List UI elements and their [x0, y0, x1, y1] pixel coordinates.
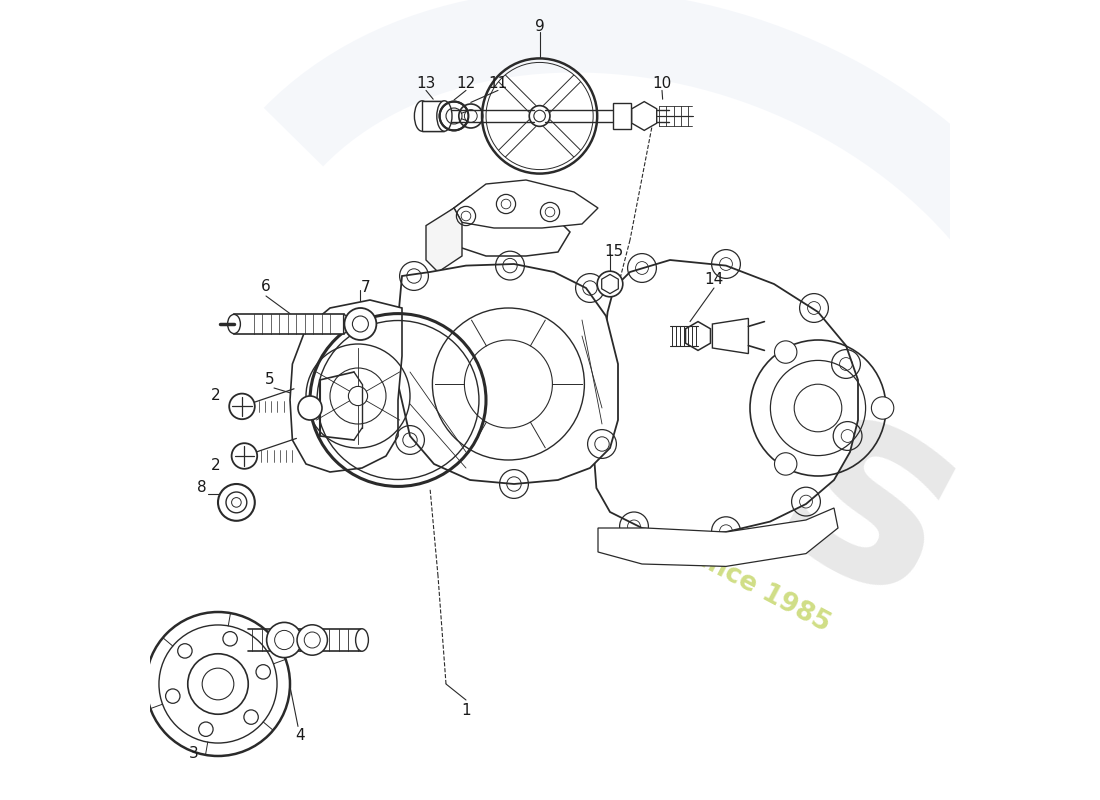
Circle shape [244, 710, 258, 724]
Text: 6: 6 [261, 279, 271, 294]
Circle shape [597, 271, 623, 297]
Circle shape [160, 625, 277, 743]
Text: 8: 8 [197, 481, 207, 495]
Text: 1: 1 [461, 703, 471, 718]
Circle shape [226, 492, 246, 513]
Text: 2: 2 [211, 458, 220, 473]
Circle shape [223, 631, 238, 646]
Text: 12: 12 [456, 77, 475, 91]
Polygon shape [685, 322, 711, 350]
Circle shape [256, 665, 271, 679]
Text: es: es [576, 267, 1004, 661]
Text: 14: 14 [704, 273, 724, 287]
Text: 3: 3 [189, 746, 199, 761]
Circle shape [298, 396, 322, 420]
Text: 10: 10 [652, 77, 672, 91]
Text: since 1985: since 1985 [681, 539, 835, 637]
Circle shape [166, 689, 180, 703]
Polygon shape [613, 103, 631, 129]
Circle shape [774, 341, 796, 363]
Circle shape [146, 612, 290, 756]
Text: 5: 5 [265, 373, 275, 387]
Circle shape [199, 722, 213, 737]
Ellipse shape [415, 101, 430, 131]
Text: 9: 9 [535, 19, 544, 34]
Text: 13: 13 [416, 77, 436, 91]
Text: 2: 2 [211, 389, 220, 403]
Text: 11: 11 [488, 77, 507, 91]
Circle shape [178, 644, 192, 658]
Circle shape [202, 668, 234, 700]
Polygon shape [602, 274, 618, 294]
Text: 4: 4 [296, 729, 305, 743]
Circle shape [344, 308, 376, 340]
Circle shape [218, 484, 255, 521]
Polygon shape [713, 318, 748, 354]
Polygon shape [398, 264, 618, 484]
Polygon shape [343, 314, 358, 334]
Circle shape [229, 394, 255, 419]
Polygon shape [454, 180, 598, 228]
Polygon shape [290, 300, 402, 472]
Circle shape [232, 443, 257, 469]
Polygon shape [426, 208, 462, 272]
Polygon shape [594, 260, 858, 534]
Circle shape [871, 397, 894, 419]
Ellipse shape [228, 314, 241, 334]
Circle shape [266, 622, 301, 658]
Polygon shape [234, 314, 343, 334]
Circle shape [188, 654, 249, 714]
Text: 15: 15 [604, 245, 624, 259]
Circle shape [297, 625, 328, 655]
Ellipse shape [355, 629, 368, 651]
Polygon shape [438, 196, 570, 256]
Ellipse shape [437, 101, 452, 131]
Polygon shape [422, 101, 444, 131]
Circle shape [774, 453, 796, 475]
Text: 7: 7 [361, 281, 371, 295]
Polygon shape [631, 102, 657, 130]
Polygon shape [598, 508, 838, 566]
